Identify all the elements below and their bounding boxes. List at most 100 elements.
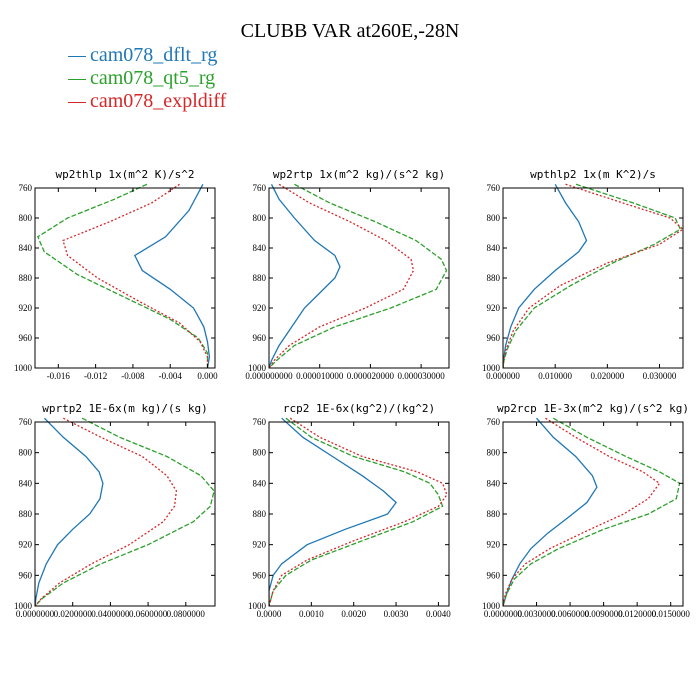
y-tick-label: 840	[253, 478, 267, 488]
x-tick-label: 0.0800000	[167, 609, 206, 619]
plot-frame	[502, 187, 684, 369]
plot-frame	[502, 421, 684, 607]
x-tick-label: 0.0200000	[54, 609, 93, 619]
y-tick-label: 800	[253, 213, 267, 223]
y-tick-label: 840	[19, 243, 33, 253]
page-title: CLUBB VAR at260E,-28N	[240, 20, 460, 42]
y-tick-label: 920	[487, 540, 501, 550]
y-tick-label: 840	[487, 243, 501, 253]
y-tick-label: 880	[19, 273, 33, 283]
x-tick-label: 0.000000000	[245, 371, 293, 381]
panel-title: wp2thlp 1x(m^2 K)/s^2	[55, 168, 194, 181]
plot-frame	[34, 421, 216, 607]
y-tick-label: 800	[487, 213, 501, 223]
y-tick-label: 960	[253, 570, 267, 580]
y-tick-label: 1000	[482, 363, 501, 373]
y-tick-label: 840	[253, 243, 267, 253]
x-tick-label: -0.016	[47, 371, 71, 381]
series-expldiff	[62, 183, 209, 368]
y-tick-label: 960	[19, 570, 33, 580]
series-group	[269, 183, 448, 368]
x-tick-label: -0.012	[84, 371, 107, 381]
y-tick-label: 800	[253, 448, 267, 458]
series-expldiff	[503, 417, 661, 606]
y-tick-label: 1000	[14, 601, 33, 611]
y-tick-label: 960	[253, 333, 267, 343]
y-tick-label: 880	[253, 273, 267, 283]
x-tick-label: 0.0000000	[484, 609, 523, 619]
y-tick-label: 880	[487, 273, 501, 283]
x-tick-label: 0.0030	[384, 609, 409, 619]
panel-6: wp2rcp 1E-3x(m^2 kg)/(s^2 kg) 760 800 840 88…	[482, 402, 690, 619]
series-dflt	[503, 417, 598, 606]
x-tick-label: 0.000000	[486, 371, 520, 381]
y-tick-label: 1000	[14, 363, 33, 373]
series-dflt	[269, 184, 341, 368]
legend-swatch-dflt	[68, 55, 86, 57]
legend-label-qt5: cam078_qt5_rg	[90, 67, 216, 89]
x-tick-label: 0.0120000	[618, 609, 657, 619]
x-tick-label: 0.0400000	[91, 609, 130, 619]
series-expldiff	[503, 183, 683, 368]
series-dflt	[133, 183, 211, 368]
y-tick-label: 960	[487, 570, 501, 580]
y-tick-label: 880	[487, 509, 501, 519]
x-tick-label: 0.0000	[257, 609, 282, 619]
series-qt5	[36, 183, 209, 368]
y-tick-label: 920	[253, 303, 267, 313]
x-tick-label: 0.030000	[643, 371, 677, 381]
series-group	[503, 417, 681, 606]
series-expldiff	[269, 183, 415, 368]
series-group	[36, 183, 211, 368]
x-tick-label: 0.000010000	[296, 371, 344, 381]
legend-label-expldiff: cam078_expldiff	[90, 90, 227, 112]
series-dflt	[503, 183, 588, 368]
panel-title: wp2rcp 1E-3x(m^2 kg)/(s^2 kg)	[497, 402, 689, 415]
x-tick-label: 0.020000	[590, 371, 624, 381]
series-dflt	[35, 417, 104, 606]
panel-title: wprtp2 1E-6x(m kg)/(s kg)	[42, 402, 208, 415]
x-tick-label: 0.0010	[299, 609, 324, 619]
x-tick-label: -0.008	[121, 371, 145, 381]
y-tick-label: 760	[487, 183, 501, 193]
x-tick-label: 0.000020000	[347, 371, 395, 381]
series-qt5	[35, 417, 215, 606]
y-tick-label: 760	[19, 183, 33, 193]
y-tick-label: 760	[253, 417, 267, 427]
y-tick-label: 840	[487, 478, 501, 488]
series-group	[503, 183, 683, 368]
y-tick-label: 760	[253, 183, 267, 193]
x-tick-label: 0.0040	[426, 609, 451, 619]
plot-frame	[268, 421, 450, 607]
x-tick-label: 0.0090000	[584, 609, 623, 619]
y-tick-label: 960	[19, 333, 33, 343]
series-expldiff	[35, 417, 178, 606]
x-tick-label: 0.000	[197, 371, 218, 381]
y-tick-label: 1000	[248, 363, 267, 373]
series-qt5	[269, 417, 444, 606]
y-tick-label: 800	[19, 213, 33, 223]
x-tick-label: 0.0150000	[652, 609, 691, 619]
panel-title: wpthlp2 1x(m K^2)/s	[530, 168, 656, 181]
legend-label-dflt: cam078_dflt_rg	[90, 44, 218, 66]
series-expldiff	[269, 417, 448, 606]
x-tick-label: 0.0000000	[16, 609, 55, 619]
legend-swatch-expldiff	[68, 101, 86, 103]
y-tick-label: 1000	[248, 601, 267, 611]
series-group	[35, 417, 215, 606]
series-qt5	[269, 183, 448, 368]
panel-2: wp2rtp 1x(m^2 kg)/(s^2 kg) 760 800 840 880 92…	[245, 168, 450, 381]
y-tick-label: 800	[487, 448, 501, 458]
y-tick-label: 800	[19, 448, 33, 458]
y-tick-label: 760	[19, 417, 33, 427]
y-tick-label: 880	[253, 509, 267, 519]
legend-item-qt5: cam078_qt5_rg	[68, 67, 215, 90]
panel-title: rcp2 1E-6x(kg^2)/(kg^2)	[283, 402, 435, 415]
x-tick-label: 0.0060000	[551, 609, 590, 619]
y-tick-label: 880	[19, 509, 33, 519]
y-tick-label: 760	[487, 417, 501, 427]
y-tick-label: 920	[19, 303, 33, 313]
y-tick-label: 840	[19, 478, 33, 488]
y-tick-label: 960	[487, 333, 501, 343]
